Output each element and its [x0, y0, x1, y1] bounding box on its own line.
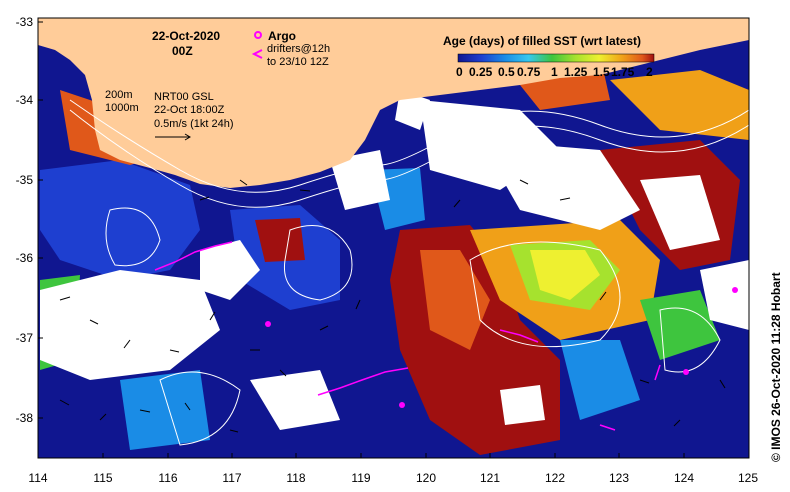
- x-tick-label: 116: [158, 471, 177, 485]
- map-time: 00Z: [172, 44, 193, 58]
- y-tick-label: -33: [16, 15, 34, 29]
- legend-tick: 0: [456, 65, 463, 79]
- current-scale-label: 0.5m/s (1kt 24h): [154, 118, 233, 130]
- legend-tick: 0.75: [517, 65, 541, 79]
- y-tick-label: -36: [16, 251, 34, 265]
- argo-float: [683, 369, 689, 375]
- argo-legend-icon: [254, 31, 262, 39]
- x-tick-label: 114: [28, 471, 47, 485]
- x-tick-label: 118: [286, 471, 305, 485]
- y-tick-label: -37: [16, 331, 34, 345]
- current-source-label: NRT00 GSL: [154, 91, 214, 103]
- drifter-tracks: [154, 241, 661, 431]
- current-scale-arrow: [155, 133, 191, 141]
- legend-tick: 1: [551, 65, 558, 79]
- map-date: 22-Oct-2020: [152, 29, 220, 43]
- legend-tick: 1.25: [564, 65, 588, 79]
- x-axis: 114 115 116 117 118 119 120 121 122 123 …: [28, 471, 758, 485]
- x-tick-label: 122: [545, 471, 565, 485]
- y-tick-label: -38: [16, 411, 34, 425]
- drifters-label-1: drifters@12h: [267, 43, 330, 55]
- x-tick-label: 119: [351, 471, 370, 485]
- argo-float: [399, 402, 405, 408]
- legend-tick: 0.25: [469, 65, 493, 79]
- legend-tick: 2: [646, 65, 653, 79]
- x-tick-label: 120: [416, 471, 436, 485]
- depth-label-1000m: 1000m: [105, 102, 139, 114]
- legend-title: Age (days) of filled SST (wrt latest): [443, 34, 641, 48]
- drifters-label-2: to 23/10 12Z: [267, 56, 329, 68]
- legend-colorbar: [457, 53, 655, 63]
- depth-label-200m: 200m: [105, 89, 133, 101]
- y-tick-label: -35: [16, 173, 34, 187]
- x-tick-label: 124: [674, 471, 694, 485]
- argo-float: [265, 321, 271, 327]
- no-data-regions: [40, 90, 749, 430]
- current-time-label: 22-Oct 18:00Z: [154, 104, 225, 116]
- legend-tick: 1.5: [593, 65, 610, 79]
- x-tick-label: 115: [93, 471, 112, 485]
- legend-ticks: 0 0.25 0.5 0.75 1 1.25 1.5 1.75 2: [456, 65, 653, 79]
- drifter-legend-icon: [251, 49, 263, 59]
- y-axis: -33 -34 -35 -36 -37 -38: [16, 15, 34, 425]
- argo-floats: [265, 287, 738, 408]
- x-tick-label: 117: [222, 471, 241, 485]
- plot-frame: [37, 17, 750, 459]
- current-vectors: [59, 179, 726, 433]
- credit-text: © IMOS 26-Oct-2020 11:28 Hobart: [769, 272, 783, 462]
- argo-float: [732, 287, 738, 293]
- legend-tick: 0.5: [498, 65, 515, 79]
- x-tick-label: 123: [609, 471, 629, 485]
- x-tick-label: 125: [738, 471, 758, 485]
- map-plot-area: [38, 18, 749, 458]
- depth-contours: [69, 99, 749, 446]
- y-tick-label: -34: [16, 93, 34, 107]
- x-tick-label: 121: [480, 471, 500, 485]
- legend-tick: 1.75: [611, 65, 635, 79]
- argo-label: Argo: [268, 29, 296, 43]
- axis-tick-marks: [37, 21, 685, 458]
